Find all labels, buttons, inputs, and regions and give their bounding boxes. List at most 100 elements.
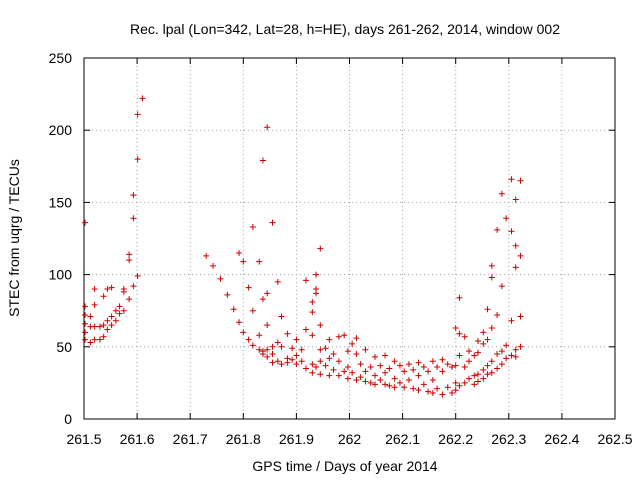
data-point — [475, 371, 482, 378]
data-point — [425, 368, 432, 375]
chart-title: Rec. lpal (Lon=342, Lat=28, h=HE), days … — [130, 21, 560, 37]
data-point — [278, 313, 285, 320]
data-point — [386, 365, 393, 372]
data-point — [448, 364, 455, 371]
data-point — [322, 345, 329, 352]
data-point — [335, 372, 342, 379]
data-point — [415, 372, 422, 379]
data-point — [139, 95, 146, 102]
data-point — [353, 377, 360, 384]
data-point — [134, 156, 141, 163]
data-point — [100, 293, 107, 300]
data-point — [512, 242, 519, 249]
data-point — [517, 313, 524, 320]
data-point — [452, 325, 459, 332]
data-point — [317, 245, 324, 252]
data-point — [452, 362, 459, 369]
data-point — [264, 124, 271, 131]
x-tick-label: 262.4 — [544, 431, 579, 447]
data-point — [274, 339, 281, 346]
data-point — [120, 307, 127, 314]
data-point — [313, 364, 320, 371]
data-point — [377, 377, 384, 384]
data-point — [278, 361, 285, 368]
x-tick-label: 261.6 — [120, 431, 155, 447]
data-point — [456, 330, 463, 337]
data-point — [302, 326, 309, 333]
data-point — [465, 358, 472, 365]
data-point — [120, 288, 127, 295]
data-point — [335, 333, 342, 340]
data-point — [249, 223, 256, 230]
data-point — [203, 252, 210, 259]
data-point — [498, 190, 505, 197]
data-point — [256, 258, 263, 265]
y-tick-label: 50 — [56, 339, 72, 355]
data-point — [82, 303, 89, 310]
data-point — [96, 336, 103, 343]
data-point — [488, 262, 495, 269]
data-point — [484, 306, 491, 313]
data-point — [362, 368, 369, 375]
data-point — [245, 284, 252, 291]
data-point — [91, 323, 98, 330]
data-point — [517, 343, 524, 350]
data-point — [309, 369, 316, 376]
data-point — [353, 351, 360, 358]
data-point — [330, 366, 337, 373]
data-point — [362, 346, 369, 353]
data-point — [488, 369, 495, 376]
data-point — [494, 365, 501, 372]
data-point — [480, 366, 487, 373]
data-point — [100, 333, 107, 340]
plot-frame — [83, 57, 616, 420]
data-points — [82, 95, 524, 398]
data-point — [264, 322, 271, 329]
data-point — [126, 257, 133, 264]
data-point — [82, 312, 89, 319]
data-point — [396, 362, 403, 369]
data-point — [341, 368, 348, 375]
data-point — [341, 332, 348, 339]
data-point — [452, 387, 459, 394]
data-point — [326, 355, 333, 362]
data-point — [344, 375, 351, 382]
data-point — [415, 359, 422, 366]
data-point — [112, 317, 119, 324]
data-point — [508, 317, 515, 324]
data-point — [269, 359, 276, 366]
data-point — [317, 346, 324, 353]
data-point — [116, 310, 123, 317]
y-tick-label: 100 — [49, 267, 73, 283]
data-point — [475, 338, 482, 345]
data-point — [357, 361, 364, 368]
data-point — [240, 258, 247, 265]
data-point — [126, 251, 133, 258]
data-point — [259, 296, 266, 303]
y-axis-label: STEC from uqrg / TECUs — [6, 159, 22, 317]
data-point — [475, 349, 482, 356]
data-point — [405, 377, 412, 384]
data-point — [256, 346, 263, 353]
x-tick-label: 262.1 — [385, 431, 420, 447]
data-point — [465, 348, 472, 355]
data-point — [293, 361, 300, 368]
data-point — [91, 336, 98, 343]
data-point — [480, 340, 487, 347]
data-point — [269, 351, 276, 358]
grid — [84, 58, 615, 419]
data-point — [230, 306, 237, 313]
data-point — [108, 284, 115, 291]
data-point — [82, 329, 89, 336]
data-point — [484, 371, 491, 378]
data-point — [461, 364, 468, 371]
data-point — [264, 353, 271, 360]
data-point — [224, 291, 231, 298]
data-point — [298, 346, 305, 353]
data-point — [116, 303, 123, 310]
data-point — [377, 362, 384, 369]
data-point — [480, 375, 487, 382]
data-point — [429, 390, 436, 397]
data-point — [480, 329, 487, 336]
x-tick-label: 262.2 — [438, 431, 473, 447]
